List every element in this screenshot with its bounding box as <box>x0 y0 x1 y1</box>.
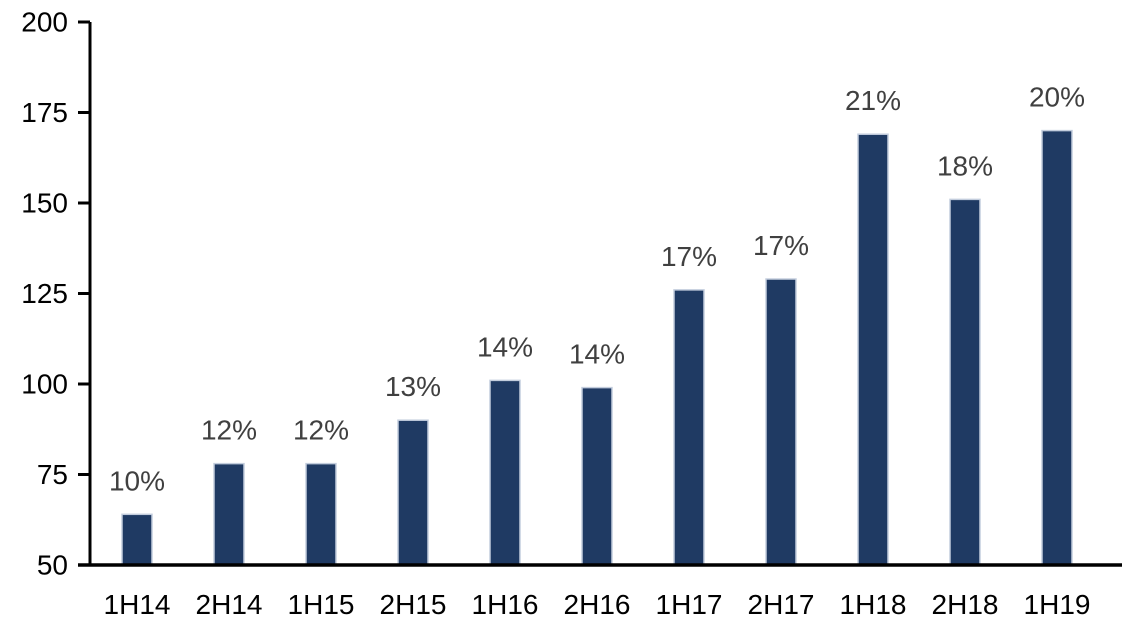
bar-value-label: 17% <box>661 241 717 272</box>
bar <box>489 379 521 566</box>
bar-value-label: 18% <box>937 150 993 181</box>
y-tick-label: 175 <box>21 97 68 128</box>
x-category-label: 2H14 <box>196 589 263 620</box>
x-category-label: 2H17 <box>748 589 815 620</box>
bar <box>949 198 981 566</box>
bar <box>305 462 337 566</box>
x-category-label: 1H15 <box>288 589 355 620</box>
bar-value-label: 10% <box>109 465 165 496</box>
bar <box>213 462 245 566</box>
x-category-label: 1H18 <box>840 589 907 620</box>
y-tick-label: 150 <box>21 188 68 219</box>
x-category-label: 1H16 <box>472 589 539 620</box>
bar <box>857 133 889 566</box>
x-category-label: 2H16 <box>564 589 631 620</box>
bar-value-label: 17% <box>753 230 809 261</box>
bar-value-label: 12% <box>201 415 257 446</box>
bar-value-label: 13% <box>385 371 441 402</box>
bar-value-label: 12% <box>293 415 349 446</box>
bar <box>1041 129 1073 566</box>
x-category-label: 1H19 <box>1024 589 1091 620</box>
y-tick-label: 200 <box>21 7 68 38</box>
bar-value-label: 14% <box>569 339 625 370</box>
bar-value-label: 20% <box>1029 82 1085 113</box>
y-tick-label: 75 <box>37 459 68 490</box>
bar <box>765 278 797 566</box>
y-tick-label: 125 <box>21 278 68 309</box>
x-category-label: 2H15 <box>380 589 447 620</box>
bar <box>397 419 429 566</box>
bar <box>121 513 153 566</box>
bar-value-label: 14% <box>477 331 533 362</box>
y-tick-label: 50 <box>37 550 68 581</box>
x-category-label: 1H14 <box>104 589 171 620</box>
x-category-label: 1H17 <box>656 589 723 620</box>
bar <box>673 289 705 566</box>
bar <box>581 386 613 566</box>
bar-value-label: 21% <box>845 85 901 116</box>
y-tick-label: 100 <box>21 369 68 400</box>
x-category-label: 2H18 <box>932 589 999 620</box>
